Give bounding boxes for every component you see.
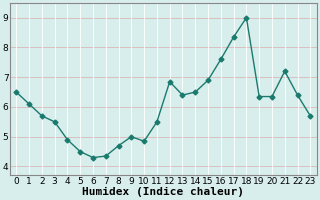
X-axis label: Humidex (Indice chaleur): Humidex (Indice chaleur) <box>82 187 244 197</box>
